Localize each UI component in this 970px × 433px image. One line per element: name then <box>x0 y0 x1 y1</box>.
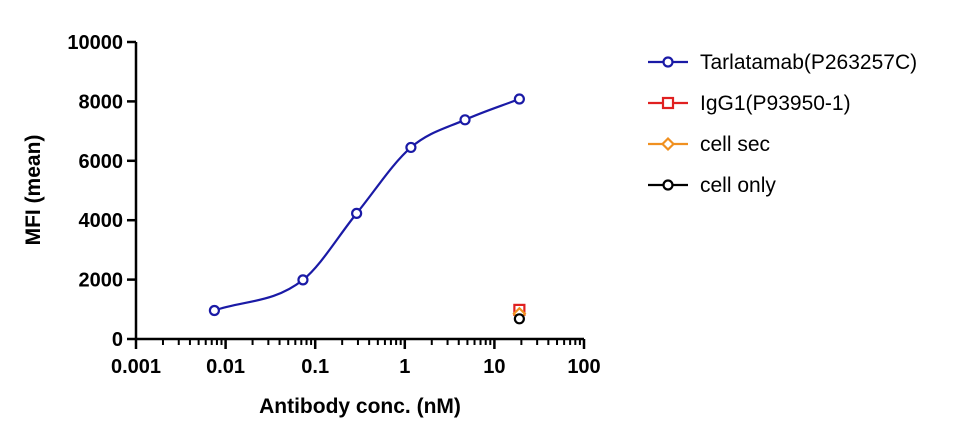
x-tick-label: 0.001 <box>111 356 161 378</box>
legend: Tarlatamab(P263257C) IgG1(P93950-1) cell s… <box>648 51 917 197</box>
legend-label: IgG1(P93950-1) <box>700 92 851 115</box>
legend-label: Tarlatamab(P263257C) <box>700 51 917 74</box>
legend-label: cell sec <box>700 133 770 156</box>
legend-label: cell only <box>700 174 776 197</box>
x-tick-label: 10 <box>483 356 505 378</box>
data-point <box>459 114 471 126</box>
y-tick-label: 4000 <box>79 210 124 232</box>
data-point <box>208 304 221 317</box>
data-point <box>405 141 417 154</box>
y-tick-label: 10000 <box>67 32 123 54</box>
legend-marker <box>662 179 674 191</box>
data-point <box>513 93 525 105</box>
y-tick-label: 0 <box>112 329 123 351</box>
x-ticks: 0.001 0.01 0.1 1 10 100 <box>111 339 601 378</box>
legend-marker <box>662 56 674 68</box>
data-point <box>351 207 363 219</box>
fit-curves <box>214 97 520 312</box>
y-axis-title: MFI (mean) <box>22 135 45 246</box>
x-tick-label: 100 <box>567 356 600 378</box>
x-tick-label: 1 <box>399 356 410 378</box>
legend-item: Tarlatamab(P263257C) <box>648 51 917 74</box>
y-tick-label: 8000 <box>79 91 124 113</box>
fit-curve <box>214 97 520 312</box>
legend-marker <box>661 96 675 110</box>
x-tick-label: 0.01 <box>206 356 245 378</box>
data-point <box>297 274 309 286</box>
data-point <box>513 313 525 325</box>
legend-item: cell sec <box>648 133 770 156</box>
x-axis-title: Antibody conc. (nM) <box>259 395 461 418</box>
x-tick-label: 0.1 <box>301 356 329 378</box>
y-ticks: 0 2000 4000 6000 8000 10000 <box>67 32 136 351</box>
data-points <box>208 93 527 325</box>
legend-marker <box>660 136 676 152</box>
axes <box>134 42 584 341</box>
legend-item: IgG1(P93950-1) <box>648 92 851 115</box>
legend-item: cell only <box>648 174 776 197</box>
y-tick-label: 6000 <box>79 151 124 173</box>
y-tick-label: 2000 <box>79 270 124 292</box>
